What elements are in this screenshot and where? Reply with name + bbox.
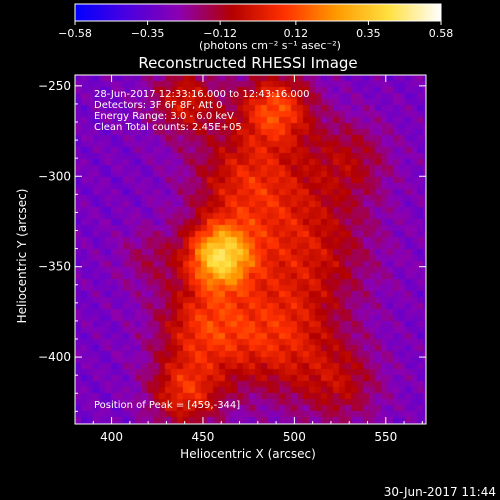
colorbar-tick-label: 0.35 [356,27,381,40]
annotation-line: 28-Jun-2017 12:33:16.000 to 12:43:16.000 [94,89,310,100]
colorbar-tick-label: −0.35 [131,27,165,40]
peak-position-label: Position of Peak = [459,-344] [94,400,240,411]
colorbar-ticks: −0.58 −0.35 −0.12 0.12 0.35 0.58 [58,21,453,40]
colorbar-tick-label: 0.58 [429,27,454,40]
y-tick-label: −350 [38,260,71,274]
y-axis-label: Heliocentric Y (arcsec) [15,189,29,324]
colorbar-tick-label: 0.12 [284,27,309,40]
heatmap-raster [75,75,426,424]
y-tick-label: −300 [38,169,71,183]
colorbar-units-label: (photons cm⁻² s⁻¹ asec⁻²) [199,39,341,52]
x-tick-label: 500 [283,430,306,444]
annotation-line: Energy Range: 3.0 - 6.0 keV [94,111,234,122]
x-axis-ticks: 400 450 500 550 [92,75,423,444]
heatmap-image [75,75,426,424]
y-axis-ticks: −250 −300 −350 −400 [38,79,426,412]
x-tick-label: 450 [192,430,215,444]
colorbar-tick-label: −0.58 [58,27,92,40]
x-tick-label: 400 [100,430,123,444]
annotation-line: Clean Total counts: 2.45E+05 [94,122,242,133]
annotation-line: Detectors: 3F 6F 8F, Att 0 [94,100,222,111]
plot-frame [74,74,427,425]
y-tick-label: −250 [38,79,71,93]
footer-timestamp: 30-Jun-2017 11:44 [384,485,496,499]
colorbar: −0.58 −0.35 −0.12 0.12 0.35 0.58 (photons cm⁻… [58,3,453,52]
y-tick-label: −400 [38,350,71,364]
colorbar-tick-label: −0.12 [203,27,237,40]
info-annotations: 28-Jun-2017 12:33:16.000 to 12:43:16.000… [94,89,310,133]
x-tick-label: 550 [374,430,397,444]
chart-title: Reconstructed RHESSI Image [138,54,357,72]
x-axis-label: Heliocentric X (arcsec) [180,447,316,461]
colorbar-gradient [74,3,442,22]
